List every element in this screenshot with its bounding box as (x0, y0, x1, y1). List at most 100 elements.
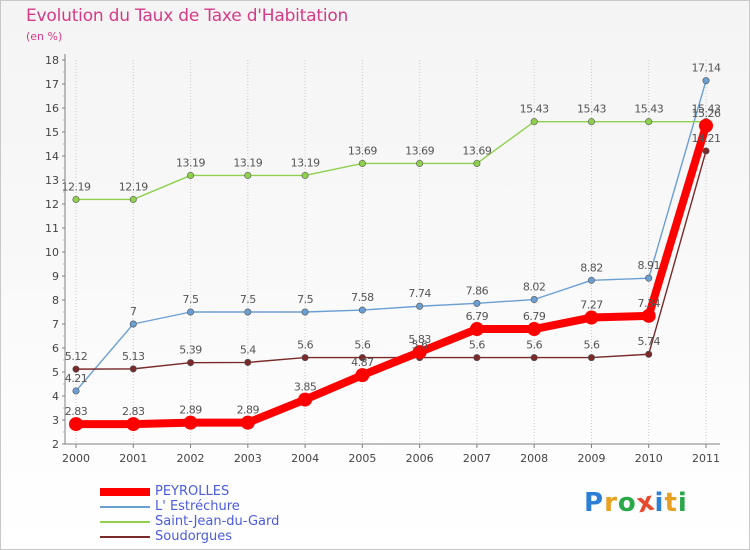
y-tick-label: 4 (52, 390, 59, 403)
data-point (244, 171, 252, 179)
data-point (244, 308, 252, 316)
y-tick-label: 18 (45, 54, 59, 67)
data-label: 14.21 (692, 132, 721, 145)
data-label: 2.89 (237, 404, 260, 417)
legend-swatch (100, 506, 150, 508)
data-point (301, 171, 309, 179)
data-label: 5.39 (179, 344, 202, 357)
legend-swatch (100, 521, 150, 523)
data-label: 13.69 (462, 144, 491, 157)
data-label: 7.86 (466, 284, 489, 297)
data-point (416, 302, 424, 310)
y-tick-label: 17 (45, 78, 59, 91)
data-label: 15.43 (634, 103, 663, 116)
data-point (72, 195, 80, 203)
data-point (69, 417, 83, 432)
data-label: 2.83 (122, 405, 145, 418)
y-tick-label: 10 (45, 246, 59, 259)
y-tick-label: 6 (52, 342, 59, 355)
data-point (358, 354, 366, 362)
data-label: 17.14 (692, 62, 721, 75)
data-label: 5.4 (240, 343, 256, 356)
data-label: 13.19 (176, 156, 205, 169)
data-label: 8.02 (523, 281, 546, 294)
x-tick-label: 2008 (520, 452, 548, 465)
data-label: 5.13 (122, 350, 145, 363)
data-point (530, 118, 538, 126)
logo-letter: r (604, 488, 618, 518)
y-tick-label: 12 (45, 198, 59, 211)
data-point (530, 296, 538, 304)
x-tick-label: 2005 (348, 452, 376, 465)
data-label: 7.27 (580, 299, 603, 312)
data-point (702, 147, 710, 155)
series-l-estr-chure (72, 77, 710, 395)
logo-letter: t (664, 488, 678, 518)
data-label: 13.69 (348, 144, 377, 157)
data-point (412, 345, 427, 360)
data-label: 5.6 (354, 339, 370, 352)
data-label: 5.83 (408, 333, 431, 346)
data-point (183, 415, 198, 430)
x-tick-label: 2010 (635, 452, 663, 465)
y-tick-label: 14 (45, 150, 59, 163)
legend-label: L' Estréchure (155, 499, 240, 514)
data-point (301, 308, 309, 316)
data-point (645, 274, 653, 282)
data-point (355, 368, 370, 383)
data-label: 5.6 (297, 339, 313, 352)
data-label: 4.87 (351, 356, 374, 369)
data-label: 6.79 (466, 310, 489, 323)
data-point (587, 118, 595, 126)
data-label: 15.43 (520, 103, 549, 116)
data-label: 5.6 (412, 339, 428, 352)
data-label: 7.74 (408, 287, 431, 300)
data-label: 2.89 (179, 404, 202, 417)
data-point (301, 354, 309, 362)
data-label: 7 (130, 305, 137, 318)
data-label: 8.82 (580, 261, 603, 274)
series-soudorgues (72, 147, 710, 373)
y-tick-label: 7 (52, 318, 59, 331)
data-point (187, 171, 195, 179)
legend-label: PEYROLLES (155, 484, 230, 499)
x-tick-label: 2000 (62, 452, 90, 465)
data-label: 4.21 (65, 372, 88, 385)
data-point (129, 365, 137, 373)
data-point (358, 306, 366, 314)
data-label: 6.79 (523, 310, 546, 323)
data-point (126, 417, 141, 432)
data-point (473, 354, 481, 362)
chart-title: Evolution du Taux de Taxe d'Habitation (26, 6, 349, 26)
data-point (641, 308, 656, 323)
y-tick-label: 9 (52, 270, 59, 283)
data-point (699, 118, 713, 133)
data-point (129, 320, 137, 328)
data-label: 2.83 (65, 405, 88, 418)
y-tick-label: 2 (52, 438, 59, 451)
y-tick-label: 3 (52, 414, 59, 427)
y-tick-label: 13 (45, 174, 59, 187)
proxiti-logo: Proxiti (584, 486, 688, 519)
data-label: 7.34 (637, 297, 660, 310)
logo-letter: i (677, 488, 688, 518)
y-tick-label: 8 (52, 294, 59, 307)
data-point (358, 159, 366, 167)
data-label: 13.19 (291, 156, 320, 169)
x-tick-label: 2007 (463, 452, 491, 465)
y-tick-label: 16 (45, 102, 59, 115)
series-line (75, 120, 707, 201)
data-point (530, 354, 538, 362)
y-tick-label: 15 (45, 126, 59, 139)
y-tick-label: 5 (52, 366, 59, 379)
data-point (469, 322, 484, 337)
series-saint-jean-du-gard (72, 118, 710, 203)
data-label: 5.74 (637, 335, 660, 348)
data-point (587, 354, 595, 362)
x-tick-label: 2004 (291, 452, 319, 465)
data-point (645, 118, 653, 126)
data-label: 5.6 (469, 339, 485, 352)
data-point (473, 299, 481, 307)
